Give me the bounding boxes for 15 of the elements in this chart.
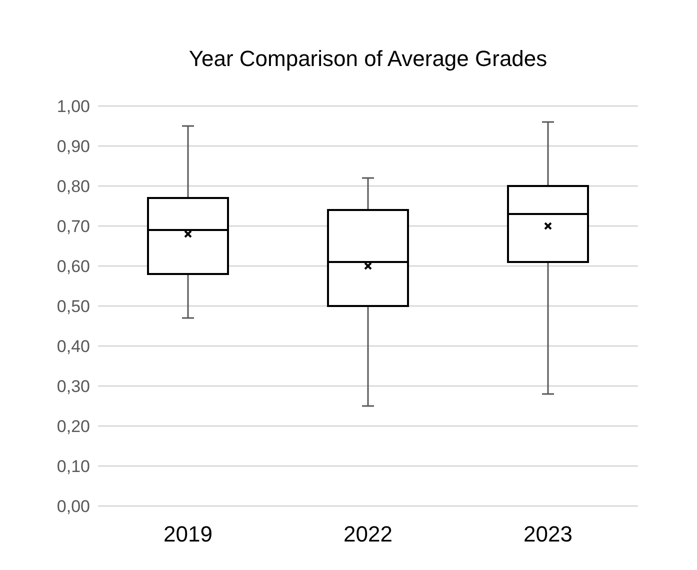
y-tick-label: 0,90 [56, 137, 90, 156]
x-tick-label: 2019 [164, 522, 212, 547]
x-tick-label: 2023 [524, 522, 572, 547]
y-tick-label: 0,50 [56, 297, 90, 316]
x-tick-label: 2022 [344, 522, 392, 547]
y-tick-label: 0,70 [56, 217, 90, 236]
y-tick-label: 0,30 [56, 377, 90, 396]
y-tick-label: 0,40 [56, 337, 90, 356]
y-tick-label: 0,20 [56, 417, 90, 436]
y-tick-label: 1,00 [56, 97, 90, 116]
y-tick-label: 0,10 [56, 457, 90, 476]
y-tick-label: 0,80 [56, 177, 90, 196]
y-tick-label: 0,60 [56, 257, 90, 276]
chart-title: Year Comparison of Average Grades [188, 45, 548, 73]
y-tick-label: 0,00 [56, 497, 90, 516]
